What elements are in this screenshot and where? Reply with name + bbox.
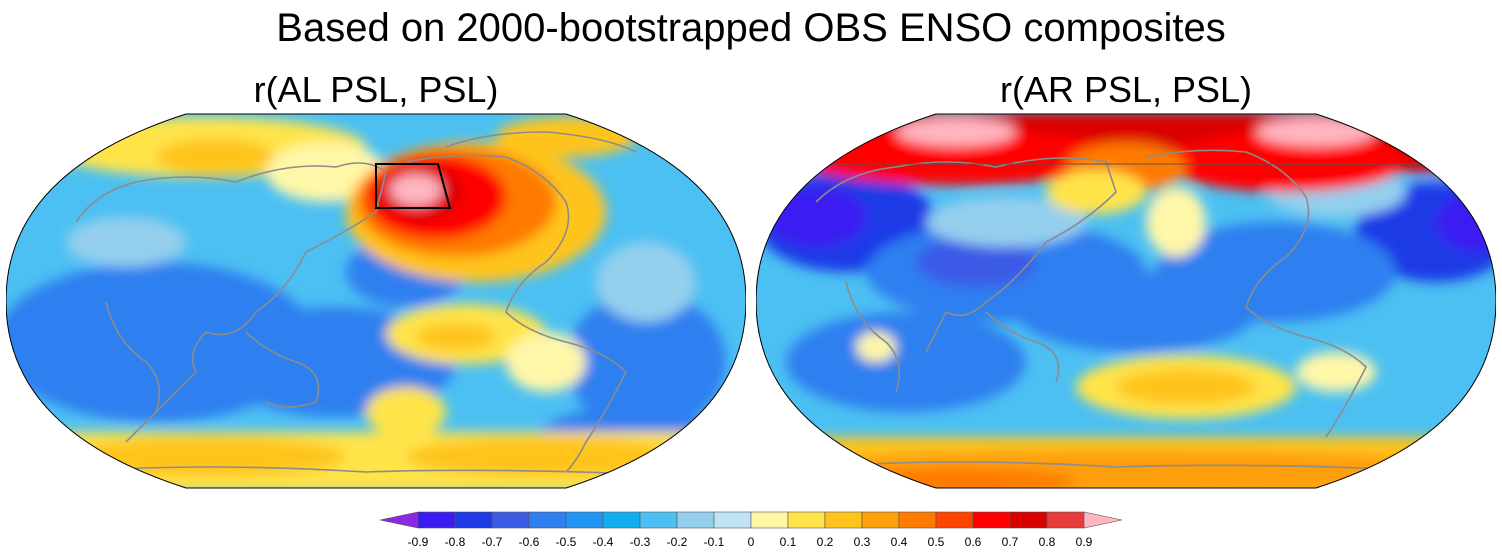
map-left	[6, 113, 746, 489]
colorbar-box	[972, 511, 1011, 529]
figure-title: Based on 2000-bootstrapped OBS ENSO comp…	[276, 6, 1226, 50]
map-border-right	[756, 113, 1496, 489]
colorbar-tick-label: 0.4	[891, 535, 908, 549]
colorbar-tick-label: 0.9	[1076, 535, 1093, 549]
colorbar-boxes	[379, 511, 1123, 529]
colorbar-tick-label: 0.7	[1002, 535, 1019, 549]
colorbar-box	[565, 511, 604, 529]
colorbar-tick-label: -0.6	[519, 535, 540, 549]
colorbar-box	[750, 511, 789, 529]
field-left	[6, 114, 746, 488]
colorbar: -0.9 -0.8 -0.7 -0.6 -0.5 -0.4 -0.3 -0.2 -0.1 0 0.1…	[379, 511, 1123, 549]
colorbar-box	[454, 511, 493, 529]
colorbar-tick-label: 0.5	[928, 535, 945, 549]
colorbar-tick-label: -0.1	[704, 535, 725, 549]
colorbar-tick-label: 0.6	[965, 535, 982, 549]
colorbar-tick-label: -0.2	[667, 535, 688, 549]
colorbar-tick-label: -0.7	[482, 535, 503, 549]
colorbar-tick-label: 0	[748, 535, 755, 549]
colorbar-box	[491, 511, 530, 529]
colorbar-box	[787, 511, 826, 529]
colorbar-triangle-low	[379, 511, 419, 529]
colorbar-box	[898, 511, 937, 529]
colorbar-box	[713, 511, 752, 529]
colorbar-tick-label: -0.9	[408, 535, 429, 549]
colorbar-tick-label: -0.8	[445, 535, 466, 549]
colorbar-tick-label: 0.8	[1039, 535, 1056, 549]
colorbar-box	[602, 511, 641, 529]
panel-title-left: r(AL PSL, PSL)	[253, 69, 499, 110]
colorbar-box	[417, 511, 456, 529]
map-right	[756, 113, 1496, 489]
colorbar-box	[861, 511, 900, 529]
colorbar-labels: -0.9 -0.8 -0.7 -0.6 -0.5 -0.4 -0.3 -0.2 -0.1 0 0.1…	[408, 535, 1093, 549]
colorbar-tick-label: -0.4	[593, 535, 614, 549]
colorbar-tick-label: 0.3	[854, 535, 871, 549]
al-index-box	[375, 163, 452, 209]
colorbar-tick-label: 0.2	[817, 535, 834, 549]
colorbar-box	[935, 511, 974, 529]
map-border-left	[6, 113, 746, 489]
colorbar-box	[639, 511, 678, 529]
colorbar-box	[1046, 511, 1085, 529]
colorbar-box	[676, 511, 715, 529]
colorbar-tick-label: 0.1	[780, 535, 797, 549]
colorbar-box	[1009, 511, 1048, 529]
coastlines-left	[65, 131, 707, 478]
field-right	[756, 114, 1496, 488]
colorbar-box	[824, 511, 863, 529]
colorbar-tick-label: -0.3	[630, 535, 651, 549]
colorbar-tick-label: -0.5	[556, 535, 577, 549]
colorbar-triangle-high	[1083, 511, 1123, 529]
colorbar-box	[528, 511, 567, 529]
coastlines-right	[796, 149, 1457, 473]
panel-title-right: r(AR PSL, PSL)	[999, 69, 1253, 110]
